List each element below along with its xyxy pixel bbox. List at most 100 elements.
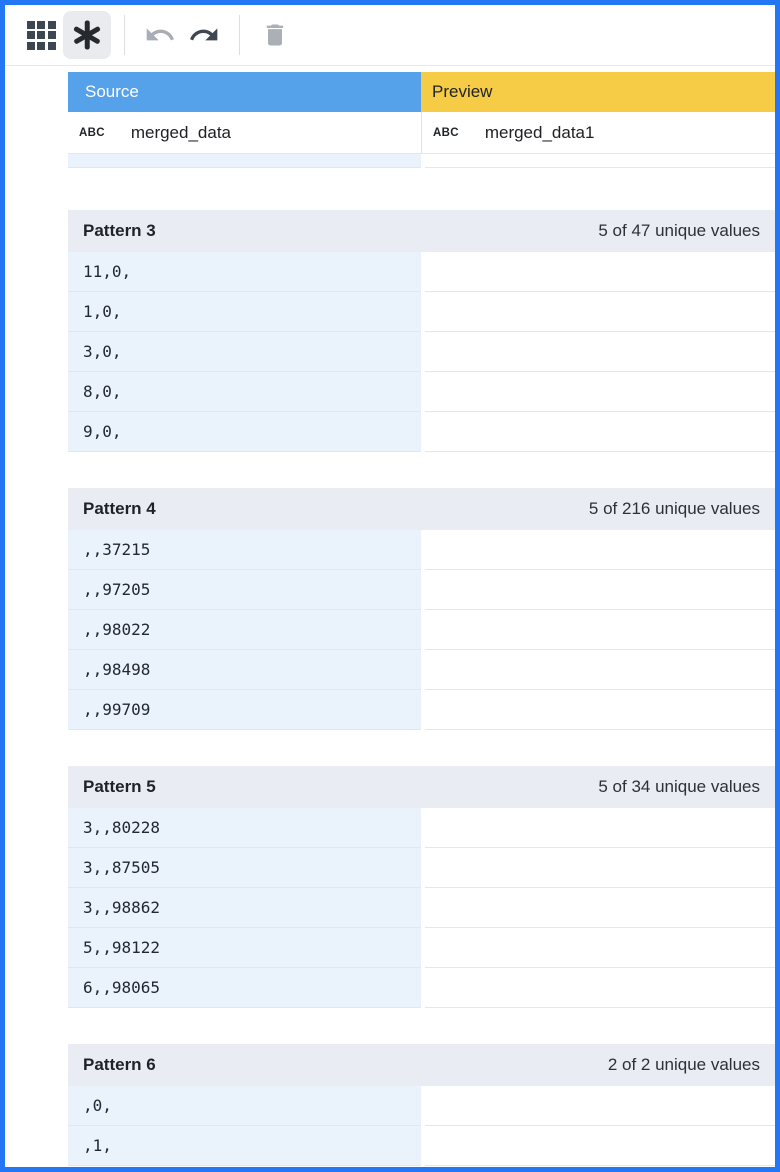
source-value-cell: ,,98022 [68, 610, 421, 650]
source-value: 8,0, [83, 382, 122, 401]
value-row[interactable]: ,0, [68, 1086, 775, 1126]
source-value-cell: 8,0, [68, 372, 421, 412]
undo-button[interactable] [138, 11, 182, 59]
source-value-cell: ,,97205 [68, 570, 421, 610]
string-type-icon: ABC [79, 126, 105, 139]
preview-value-cell [425, 292, 775, 332]
pattern-summary: 5 of 47 unique values [598, 221, 760, 240]
value-row[interactable]: 5,,98122 [68, 928, 775, 968]
source-value-cell: ,,99709 [68, 690, 421, 730]
pattern-section: Pattern 4 5 of 216 unique values ,,37215… [68, 488, 775, 730]
column-bands: Source Preview [68, 72, 775, 112]
pattern-section: Pattern 6 2 of 2 unique values ,0, ,1, [68, 1044, 775, 1166]
value-row[interactable]: ,1, [68, 1126, 775, 1166]
preview-value-cell [425, 570, 775, 610]
value-row[interactable]: ,,99709 [68, 690, 775, 730]
source-value-cell: 5,,98122 [68, 928, 421, 968]
preview-value-cell [425, 1086, 775, 1126]
preview-value-cell [425, 372, 775, 412]
pattern-rows: 3,,80228 3,,87505 3,,98862 5,,98122 6,,9… [68, 808, 775, 1008]
preview-value-cell [425, 332, 775, 372]
source-value: 3,,98862 [83, 898, 161, 917]
value-row[interactable]: ,,37215 [68, 530, 775, 570]
source-value-cell: ,0, [68, 154, 421, 168]
preview-value-cell [425, 650, 775, 690]
value-row[interactable]: 3,0, [68, 332, 775, 372]
source-value-cell: ,1, [68, 1126, 421, 1166]
source-value: 9,0, [83, 422, 122, 441]
value-row[interactable]: 8,0, [68, 372, 775, 412]
pattern-view-button[interactable] [63, 11, 111, 59]
value-row[interactable]: 9,0, [68, 412, 775, 452]
source-value: 3,,87505 [83, 858, 161, 877]
source-value-cell: ,,98498 [68, 650, 421, 690]
source-value: ,0, [83, 154, 112, 167]
source-value-cell: 3,,80228 [68, 808, 421, 848]
source-value: ,,37215 [83, 540, 151, 559]
source-value: 11,0, [83, 262, 132, 281]
source-column-header[interactable]: ABC merged_data [68, 112, 421, 153]
source-value: 6,,98065 [83, 978, 161, 997]
source-value: ,,99709 [83, 700, 151, 719]
grid-icon [26, 20, 56, 50]
redo-icon [190, 28, 218, 41]
source-band-label: Source [68, 72, 421, 112]
source-value: 1,0, [83, 302, 122, 321]
redo-button[interactable] [182, 11, 226, 59]
pattern-rows: ,0, ,1, [68, 1086, 775, 1166]
source-value-cell: 3,,98862 [68, 888, 421, 928]
preview-value-cell [425, 888, 775, 928]
value-row[interactable]: ,,97205 [68, 570, 775, 610]
source-value: ,1, [83, 1136, 112, 1155]
preview-value-cell [425, 412, 775, 452]
toolbar-divider [124, 15, 125, 55]
source-value-cell: ,0, [68, 1086, 421, 1126]
value-row[interactable]: 11,0, [68, 252, 775, 292]
pattern-header[interactable]: Pattern 3 5 of 47 unique values [68, 210, 775, 252]
toolbar-divider [239, 15, 240, 55]
preview-value-cell [425, 530, 775, 570]
pattern-summary: 5 of 34 unique values [598, 777, 760, 796]
value-row[interactable]: 3,,98862 [68, 888, 775, 928]
preview-value-cell [425, 848, 775, 888]
pattern-title: Pattern 3 [83, 221, 156, 240]
source-value: ,0, [83, 1096, 112, 1115]
source-value-cell: 3,,87505 [68, 848, 421, 888]
preview-column-name: merged_data1 [484, 122, 595, 142]
preview-value-cell [425, 154, 775, 168]
pattern-header[interactable]: Pattern 4 5 of 216 unique values [68, 488, 775, 530]
pattern-rows: ,,37215 ,,97205 ,,98022 ,,98498 ,,99709 [68, 530, 775, 730]
preview-column-header[interactable]: ABC merged_data1 [421, 112, 775, 153]
toolbar [5, 5, 775, 66]
source-value: ,,97205 [83, 580, 151, 599]
pattern-summary: 2 of 2 unique values [607, 1055, 760, 1074]
preview-value-cell [425, 252, 775, 292]
value-row[interactable]: 3,,87505 [68, 848, 775, 888]
value-row[interactable]: 1,0, [68, 292, 775, 332]
pattern-header[interactable]: Pattern 5 5 of 34 unique values [68, 766, 775, 808]
clipped-value-row[interactable]: ,0, [68, 154, 775, 168]
preview-value-cell [425, 928, 775, 968]
value-row[interactable]: ,,98498 [68, 650, 775, 690]
source-value: ,,98498 [83, 660, 151, 679]
source-value: ,,98022 [83, 620, 151, 639]
source-value-cell: 1,0, [68, 292, 421, 332]
value-row[interactable]: 6,,98065 [68, 968, 775, 1008]
pattern-title: Pattern 5 [83, 777, 156, 796]
source-value-cell: 11,0, [68, 252, 421, 292]
source-value-cell: 3,0, [68, 332, 421, 372]
delete-button[interactable] [253, 11, 297, 59]
pattern-title: Pattern 6 [83, 1055, 156, 1074]
pattern-summary: 5 of 216 unique values [588, 499, 760, 518]
asterisk-icon [72, 20, 102, 50]
pattern-section: Pattern 5 5 of 34 unique values 3,,80228… [68, 766, 775, 1008]
pattern-table: Source Preview ABC merged_data ABC merge… [68, 72, 775, 1166]
source-value: 3,,80228 [83, 818, 161, 837]
preview-value-cell [425, 610, 775, 650]
value-row[interactable]: 3,,80228 [68, 808, 775, 848]
pattern-header[interactable]: Pattern 6 2 of 2 unique values [68, 1044, 775, 1086]
grid-view-button[interactable] [19, 11, 63, 59]
value-row[interactable]: ,,98022 [68, 610, 775, 650]
preview-value-cell [425, 808, 775, 848]
